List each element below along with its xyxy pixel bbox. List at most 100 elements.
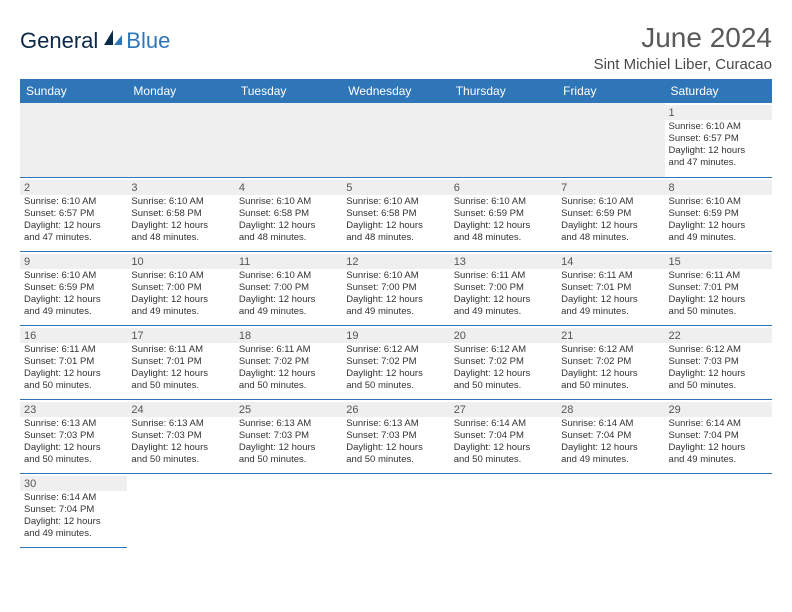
calendar-cell-empty [127,103,234,177]
day-details: Sunrise: 6:10 AMSunset: 7:00 PMDaylight:… [239,270,338,319]
calendar-cell-empty [20,103,127,177]
calendar-cell-empty [235,473,342,547]
day-details: Sunrise: 6:10 AMSunset: 6:59 PMDaylight:… [454,196,553,245]
day-details: Sunrise: 6:12 AMSunset: 7:02 PMDaylight:… [346,344,445,393]
calendar-cell: 6Sunrise: 6:10 AMSunset: 6:59 PMDaylight… [450,177,557,251]
day-number: 26 [342,402,449,417]
day-details: Sunrise: 6:13 AMSunset: 7:03 PMDaylight:… [131,418,230,467]
day-number: 24 [127,402,234,417]
day-number: 10 [127,254,234,269]
day-details: Sunrise: 6:13 AMSunset: 7:03 PMDaylight:… [346,418,445,467]
day-number: 2 [20,180,127,195]
calendar-cell-empty [127,473,234,547]
calendar-cell: 15Sunrise: 6:11 AMSunset: 7:01 PMDayligh… [665,251,772,325]
day-number: 8 [665,180,772,195]
day-number: 28 [557,402,664,417]
day-number: 7 [557,180,664,195]
calendar-row: 30Sunrise: 6:14 AMSunset: 7:04 PMDayligh… [20,473,772,547]
calendar-cell-empty [665,473,772,547]
calendar-cell: 27Sunrise: 6:14 AMSunset: 7:04 PMDayligh… [450,399,557,473]
day-details: Sunrise: 6:11 AMSunset: 7:01 PMDaylight:… [561,270,660,319]
calendar-cell: 25Sunrise: 6:13 AMSunset: 7:03 PMDayligh… [235,399,342,473]
day-number: 23 [20,402,127,417]
calendar-cell-empty [342,103,449,177]
day-details: Sunrise: 6:12 AMSunset: 7:02 PMDaylight:… [454,344,553,393]
day-details: Sunrise: 6:10 AMSunset: 6:58 PMDaylight:… [131,196,230,245]
calendar-cell: 24Sunrise: 6:13 AMSunset: 7:03 PMDayligh… [127,399,234,473]
weekday-header: Sunday [20,79,127,103]
title-block: June 2024 Sint Michiel Liber, Curacao [594,22,772,73]
calendar-cell: 13Sunrise: 6:11 AMSunset: 7:00 PMDayligh… [450,251,557,325]
day-details: Sunrise: 6:10 AMSunset: 6:59 PMDaylight:… [561,196,660,245]
weekday-header-row: Sunday Monday Tuesday Wednesday Thursday… [20,79,772,103]
calendar-cell: 8Sunrise: 6:10 AMSunset: 6:59 PMDaylight… [665,177,772,251]
calendar-cell: 21Sunrise: 6:12 AMSunset: 7:02 PMDayligh… [557,325,664,399]
day-details: Sunrise: 6:14 AMSunset: 7:04 PMDaylight:… [669,418,768,467]
logo-sail-icon [102,28,124,54]
calendar-cell: 4Sunrise: 6:10 AMSunset: 6:58 PMDaylight… [235,177,342,251]
day-number: 25 [235,402,342,417]
calendar-row: 23Sunrise: 6:13 AMSunset: 7:03 PMDayligh… [20,399,772,473]
day-details: Sunrise: 6:10 AMSunset: 6:57 PMDaylight:… [24,196,123,245]
calendar-cell: 16Sunrise: 6:11 AMSunset: 7:01 PMDayligh… [20,325,127,399]
day-details: Sunrise: 6:10 AMSunset: 7:00 PMDaylight:… [346,270,445,319]
day-details: Sunrise: 6:11 AMSunset: 7:01 PMDaylight:… [24,344,123,393]
calendar-cell: 18Sunrise: 6:11 AMSunset: 7:02 PMDayligh… [235,325,342,399]
day-number: 29 [665,402,772,417]
weekday-header: Saturday [665,79,772,103]
calendar-cell: 14Sunrise: 6:11 AMSunset: 7:01 PMDayligh… [557,251,664,325]
day-details: Sunrise: 6:13 AMSunset: 7:03 PMDaylight:… [239,418,338,467]
calendar-row: 1Sunrise: 6:10 AMSunset: 6:57 PMDaylight… [20,103,772,177]
day-number: 14 [557,254,664,269]
calendar-cell: 20Sunrise: 6:12 AMSunset: 7:02 PMDayligh… [450,325,557,399]
calendar-cell: 23Sunrise: 6:13 AMSunset: 7:03 PMDayligh… [20,399,127,473]
day-number: 17 [127,328,234,343]
month-title: June 2024 [594,22,772,54]
day-details: Sunrise: 6:14 AMSunset: 7:04 PMDaylight:… [454,418,553,467]
day-number: 4 [235,180,342,195]
location: Sint Michiel Liber, Curacao [594,56,772,73]
calendar-cell: 7Sunrise: 6:10 AMSunset: 6:59 PMDaylight… [557,177,664,251]
weekday-header: Thursday [450,79,557,103]
day-details: Sunrise: 6:11 AMSunset: 7:00 PMDaylight:… [454,270,553,319]
weekday-header: Wednesday [342,79,449,103]
logo-text-blue: Blue [126,28,170,54]
weekday-header: Monday [127,79,234,103]
day-details: Sunrise: 6:10 AMSunset: 6:59 PMDaylight:… [669,196,768,245]
day-details: Sunrise: 6:11 AMSunset: 7:01 PMDaylight:… [669,270,768,319]
calendar-cell: 10Sunrise: 6:10 AMSunset: 7:00 PMDayligh… [127,251,234,325]
calendar-cell: 17Sunrise: 6:11 AMSunset: 7:01 PMDayligh… [127,325,234,399]
day-number: 18 [235,328,342,343]
logo: General Blue [20,28,170,54]
calendar-cell-empty [450,473,557,547]
day-number: 30 [20,476,127,491]
calendar-cell: 2Sunrise: 6:10 AMSunset: 6:57 PMDaylight… [20,177,127,251]
day-number: 3 [127,180,234,195]
day-number: 15 [665,254,772,269]
day-details: Sunrise: 6:13 AMSunset: 7:03 PMDaylight:… [24,418,123,467]
day-number: 20 [450,328,557,343]
calendar-cell-empty [450,103,557,177]
calendar-row: 2Sunrise: 6:10 AMSunset: 6:57 PMDaylight… [20,177,772,251]
day-number: 19 [342,328,449,343]
calendar-cell-empty [557,103,664,177]
calendar-cell: 9Sunrise: 6:10 AMSunset: 6:59 PMDaylight… [20,251,127,325]
day-details: Sunrise: 6:11 AMSunset: 7:02 PMDaylight:… [239,344,338,393]
weekday-header: Friday [557,79,664,103]
calendar-row: 16Sunrise: 6:11 AMSunset: 7:01 PMDayligh… [20,325,772,399]
day-number: 11 [235,254,342,269]
header: General Blue June 2024 Sint Michiel Libe… [20,22,772,73]
day-details: Sunrise: 6:14 AMSunset: 7:04 PMDaylight:… [24,492,123,541]
weekday-header: Tuesday [235,79,342,103]
day-details: Sunrise: 6:14 AMSunset: 7:04 PMDaylight:… [561,418,660,467]
calendar-cell: 12Sunrise: 6:10 AMSunset: 7:00 PMDayligh… [342,251,449,325]
calendar-cell: 19Sunrise: 6:12 AMSunset: 7:02 PMDayligh… [342,325,449,399]
day-details: Sunrise: 6:10 AMSunset: 7:00 PMDaylight:… [131,270,230,319]
day-details: Sunrise: 6:12 AMSunset: 7:02 PMDaylight:… [561,344,660,393]
day-number: 16 [20,328,127,343]
logo-text-general: General [20,28,98,54]
calendar-cell: 3Sunrise: 6:10 AMSunset: 6:58 PMDaylight… [127,177,234,251]
day-details: Sunrise: 6:10 AMSunset: 6:58 PMDaylight:… [346,196,445,245]
calendar-table: Sunday Monday Tuesday Wednesday Thursday… [20,79,772,548]
day-number: 27 [450,402,557,417]
